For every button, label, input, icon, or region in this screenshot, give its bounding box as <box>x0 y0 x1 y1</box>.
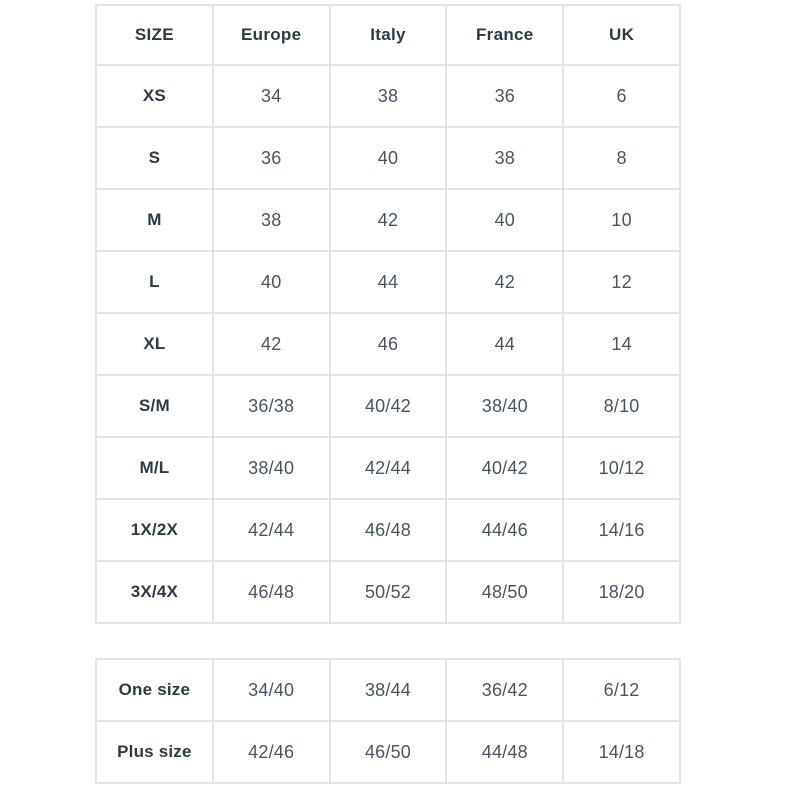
size-value-cell: 50/52 <box>328 560 448 624</box>
size-value-cell: 40/42 <box>445 436 565 500</box>
size-value-cell: 46/48 <box>328 498 448 562</box>
size-value-cell: 14/16 <box>562 498 681 562</box>
size-value-cell: 18/20 <box>562 560 681 624</box>
size-value-cell: 44 <box>445 312 565 376</box>
table-row: 3X/4X 46/48 50/52 48/50 18/20 <box>95 560 681 624</box>
size-value-cell: 40/42 <box>328 374 448 438</box>
size-value-cell: 6 <box>562 64 681 128</box>
size-value-cell: 38/40 <box>445 374 565 438</box>
size-value-cell: 14 <box>562 312 681 376</box>
size-value-cell: 38 <box>328 64 448 128</box>
size-value-cell: 48/50 <box>445 560 565 624</box>
size-value-cell: 40 <box>445 188 565 252</box>
size-label-cell: XS <box>95 64 214 128</box>
size-value-cell: 34/40 <box>211 658 331 722</box>
size-value-cell: 44 <box>328 250 448 314</box>
size-value-cell: 14/18 <box>562 720 681 784</box>
size-label-cell: M/L <box>95 436 214 500</box>
size-table-body: XS 34 38 36 6 S 36 40 38 8 M 38 42 40 10 L 40 44 42 12 XL 42 4… <box>95 64 681 624</box>
size-value-cell: 42 <box>445 250 565 314</box>
table-row: M/L 38/40 42/44 40/42 10/12 <box>95 436 681 500</box>
size-label-cell: S/M <box>95 374 214 438</box>
size-conversion-table: SIZE Europe Italy France UK XS 34 38 36 6 S 36 40 38… <box>95 4 681 624</box>
column-header-france: France <box>445 4 565 66</box>
size-value-cell: 36 <box>211 126 331 190</box>
size-value-cell: 10/12 <box>562 436 681 500</box>
size-value-cell: 36/42 <box>445 658 565 722</box>
size-value-cell: 46/50 <box>328 720 448 784</box>
table-row: 1X/2X 42/44 46/48 44/46 14/16 <box>95 498 681 562</box>
size-value-cell: 36 <box>445 64 565 128</box>
size-value-cell: 38/40 <box>211 436 331 500</box>
size-value-cell: 38/44 <box>328 658 448 722</box>
size-value-cell: 38 <box>445 126 565 190</box>
table-row: M 38 42 40 10 <box>95 188 681 252</box>
size-value-cell: 42/44 <box>328 436 448 500</box>
size-value-cell: 34 <box>211 64 331 128</box>
size-label-cell: M <box>95 188 214 252</box>
size-value-cell: 44/46 <box>445 498 565 562</box>
size-label-cell: XL <box>95 312 214 376</box>
size-label-cell: 3X/4X <box>95 560 214 624</box>
table-row: XS 34 38 36 6 <box>95 64 681 128</box>
size-value-cell: 8/10 <box>562 374 681 438</box>
column-header-europe: Europe <box>211 4 331 66</box>
column-header-italy: Italy <box>328 4 448 66</box>
size-value-cell: 10 <box>562 188 681 252</box>
special-sizes-body: One size 34/40 38/44 36/42 6/12 Plus size 42/4… <box>95 658 681 784</box>
table-row: XL 42 46 44 14 <box>95 312 681 376</box>
size-value-cell: 8 <box>562 126 681 190</box>
special-sizes-table: One size 34/40 38/44 36/42 6/12 Plus size 42/4… <box>95 658 681 784</box>
size-value-cell: 12 <box>562 250 681 314</box>
size-label-cell: 1X/2X <box>95 498 214 562</box>
table-row: L 40 44 42 12 <box>95 250 681 314</box>
table-row: One size 34/40 38/44 36/42 6/12 <box>95 658 681 722</box>
size-value-cell: 42/46 <box>211 720 331 784</box>
header-row: SIZE Europe Italy France UK <box>95 4 681 66</box>
size-value-cell: 36/38 <box>211 374 331 438</box>
column-header-uk: UK <box>562 4 681 66</box>
size-table-header: SIZE Europe Italy France UK <box>95 4 681 66</box>
table-gap <box>95 624 800 658</box>
size-value-cell: 6/12 <box>562 658 681 722</box>
size-label-cell: One size <box>95 658 214 722</box>
size-label-cell: S <box>95 126 214 190</box>
size-label-cell: L <box>95 250 214 314</box>
table-row: S/M 36/38 40/42 38/40 8/10 <box>95 374 681 438</box>
size-label-cell: Plus size <box>95 720 214 784</box>
table-row: Plus size 42/46 46/50 44/48 14/18 <box>95 720 681 784</box>
size-value-cell: 38 <box>211 188 331 252</box>
size-value-cell: 42 <box>211 312 331 376</box>
size-value-cell: 46 <box>328 312 448 376</box>
size-value-cell: 40 <box>211 250 331 314</box>
size-value-cell: 42 <box>328 188 448 252</box>
size-value-cell: 46/48 <box>211 560 331 624</box>
size-value-cell: 42/44 <box>211 498 331 562</box>
column-header-size: SIZE <box>95 4 214 66</box>
table-row: S 36 40 38 8 <box>95 126 681 190</box>
size-value-cell: 40 <box>328 126 448 190</box>
size-value-cell: 44/48 <box>445 720 565 784</box>
